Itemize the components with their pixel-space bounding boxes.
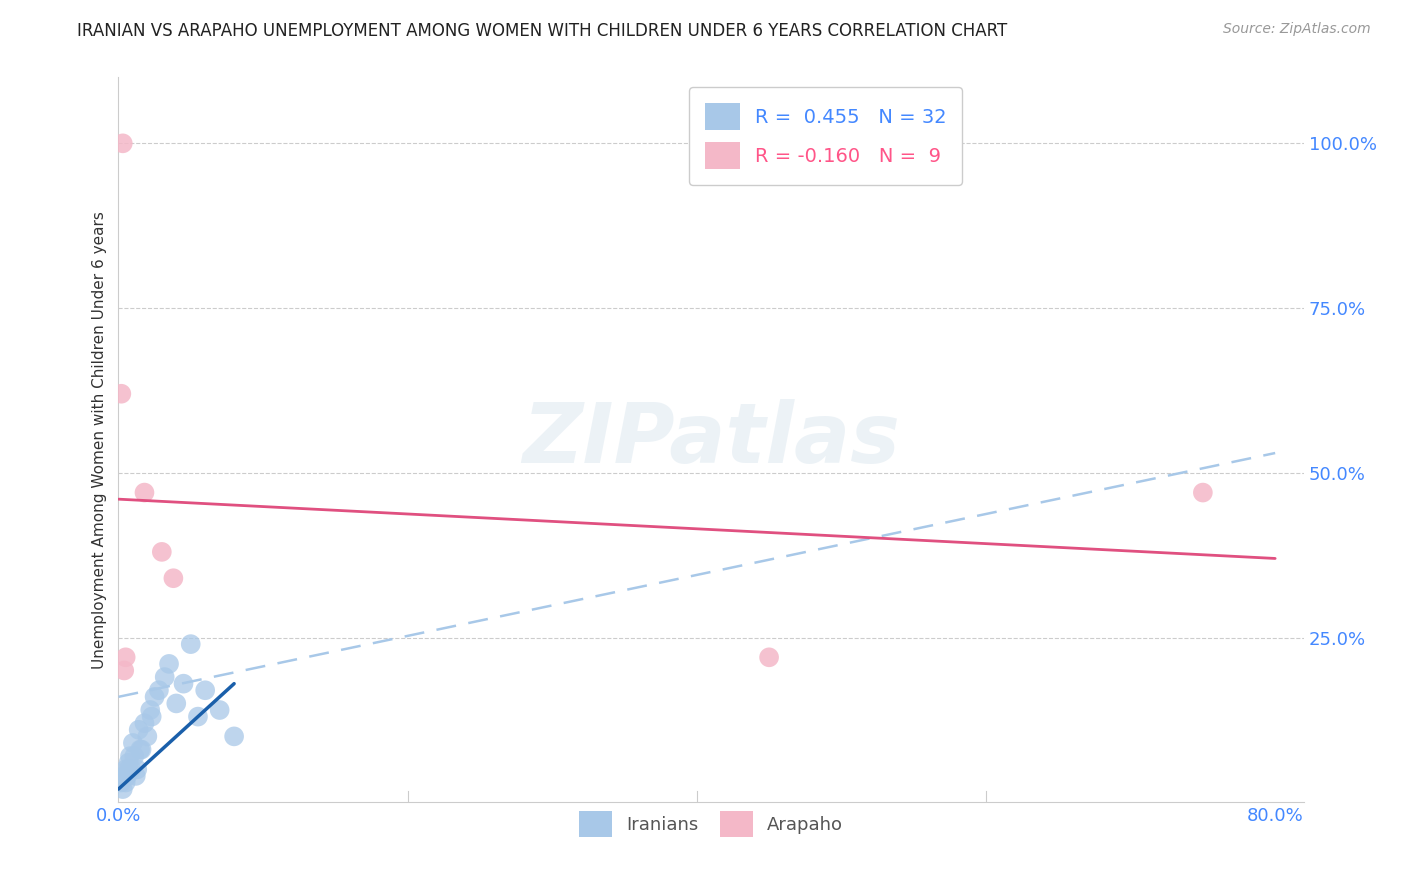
Point — [110, 775, 132, 789]
Point — [112, 664, 135, 678]
Point — [124, 749, 146, 764]
Point — [114, 650, 136, 665]
Point — [758, 650, 780, 665]
Point — [134, 716, 156, 731]
Point — [224, 730, 246, 744]
Point — [173, 676, 195, 690]
Point — [117, 756, 139, 770]
Point — [129, 742, 152, 756]
Point — [117, 762, 139, 776]
Point — [150, 545, 173, 559]
Point — [134, 485, 156, 500]
Point — [208, 703, 231, 717]
Point — [1192, 485, 1215, 500]
Point — [118, 749, 141, 764]
Text: IRANIAN VS ARAPAHO UNEMPLOYMENT AMONG WOMEN WITH CHILDREN UNDER 6 YEARS CORRELAT: IRANIAN VS ARAPAHO UNEMPLOYMENT AMONG WO… — [77, 22, 1008, 40]
Point — [187, 709, 209, 723]
Point — [180, 637, 202, 651]
Point — [165, 697, 187, 711]
Point — [120, 762, 142, 776]
Text: Source: ZipAtlas.com: Source: ZipAtlas.com — [1223, 22, 1371, 37]
Point — [114, 762, 136, 776]
Point — [112, 769, 135, 783]
Point — [122, 736, 145, 750]
Point — [139, 703, 162, 717]
Point — [114, 775, 136, 789]
Point — [127, 762, 149, 776]
Point — [110, 386, 132, 401]
Point — [157, 657, 180, 671]
Point — [136, 730, 159, 744]
Point — [162, 571, 184, 585]
Point — [141, 709, 163, 723]
Point — [128, 723, 150, 737]
Point — [143, 690, 166, 704]
Point — [131, 742, 153, 756]
Legend: Iranians, Arapaho: Iranians, Arapaho — [572, 804, 851, 844]
Point — [194, 683, 217, 698]
Point — [148, 683, 170, 698]
Point — [111, 782, 134, 797]
Point — [115, 769, 138, 783]
Point — [153, 670, 176, 684]
Text: ZIPatlas: ZIPatlas — [522, 400, 900, 481]
Point — [125, 769, 148, 783]
Y-axis label: Unemployment Among Women with Children Under 6 years: Unemployment Among Women with Children U… — [93, 211, 107, 669]
Point — [111, 136, 134, 151]
